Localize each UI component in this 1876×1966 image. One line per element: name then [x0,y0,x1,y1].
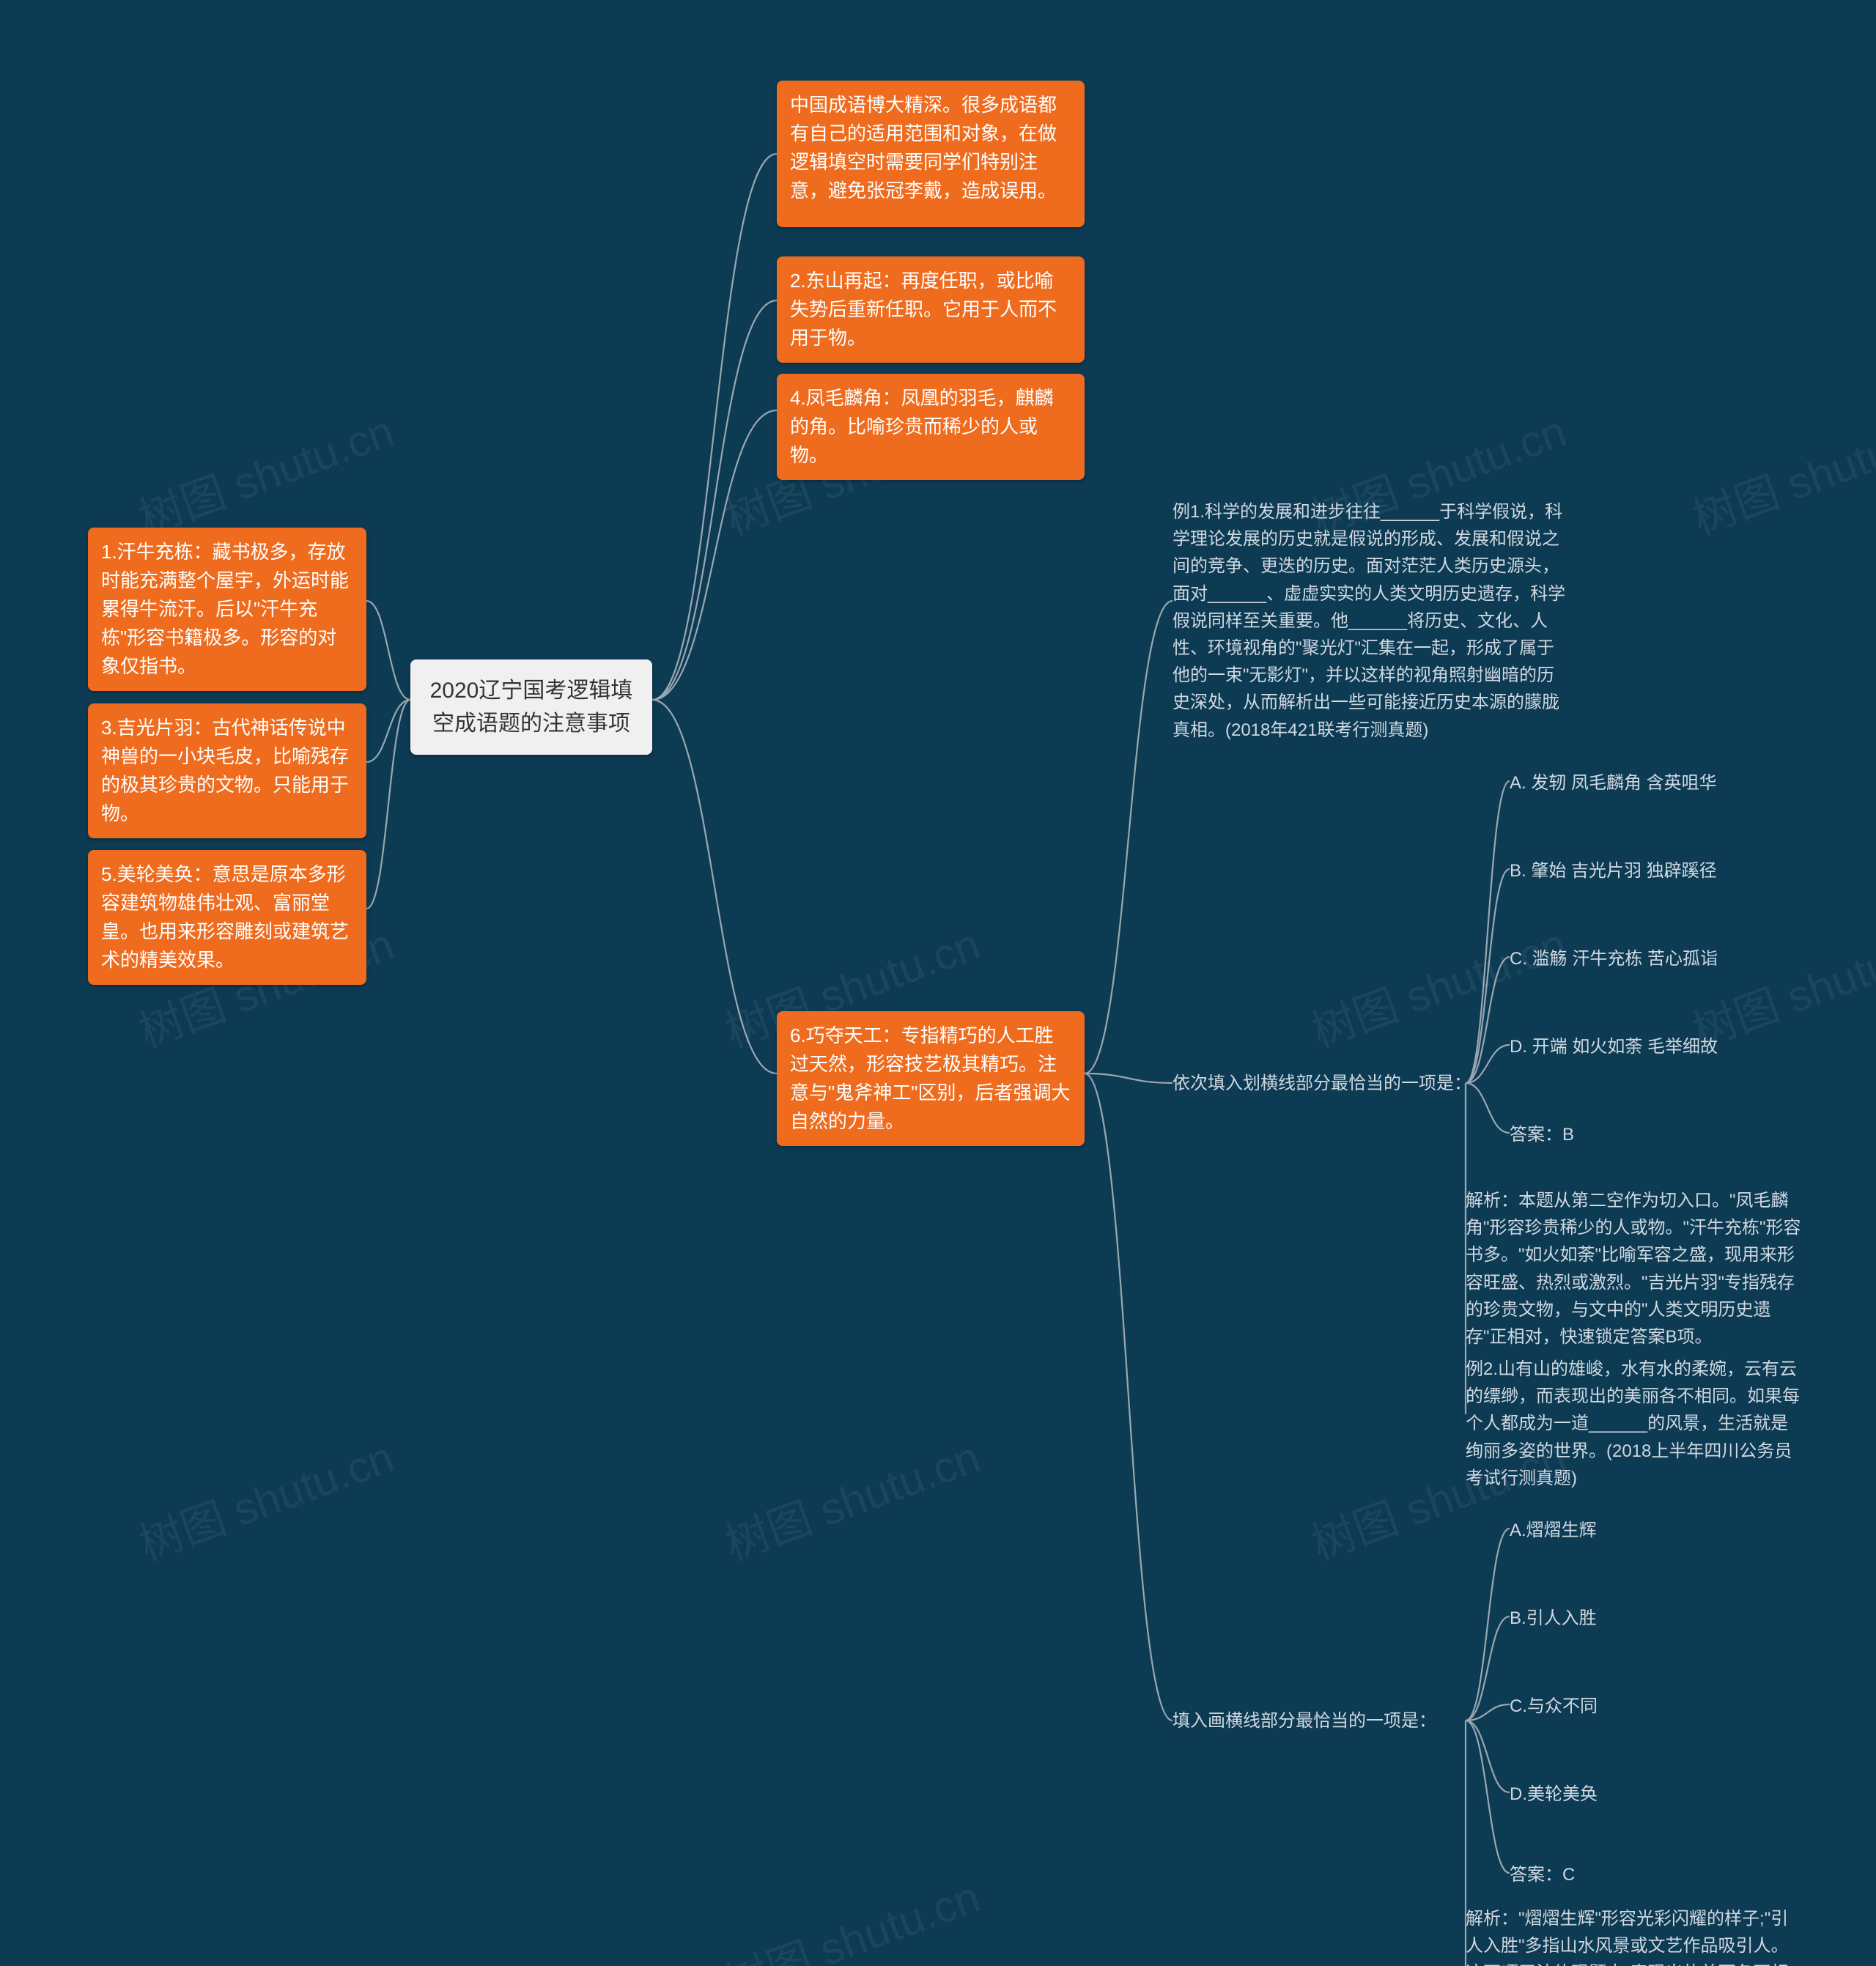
example1-intro: 例1.科学的发展和进步往往______于科学假说，科学理论发展的历史就是假说的形… [1172,498,1568,744]
example2-option-2: C.与众不同 [1510,1693,1729,1720]
example2-option-0: A.熠熠生辉 [1510,1517,1729,1544]
left-node-l3: 3.吉光片羽：古代神话传说中神兽的一小块毛皮，比喻残存的极其珍贵的文物。只能用于… [88,703,366,838]
right-node-r6: 6.巧夺天工：专指精巧的人工胜过天然，形容技艺极其精巧。注意与"鬼斧神工"区别，… [777,1011,1085,1146]
root-node: 2020辽宁国考逻辑填空成语题的注意事项 [410,659,652,755]
example2-option-3: D.美轮美奂 [1510,1781,1729,1808]
left-node-l1: 1.汗牛充栋：藏书极多，存放时能充满整个屋宇，外运时能累得牛流汗。后以"汗牛充栋… [88,528,366,691]
example1-option-3: D. 开端 如火如荼 毛举细故 [1510,1033,1788,1060]
example2-analysis: 解析："熠熠生辉"形容光彩闪耀的样子;"引人入胜"多指山水风景或文艺作品吸引人。… [1466,1905,1803,1966]
right-node-r2: 2.东山再起：再度任职，或比喻失势后重新任职。它用于人而不用于物。 [777,256,1085,363]
right-node-r_top: 中国成语博大精深。很多成语都有自己的适用范围和对象，在做逻辑填空时需要同学们特别… [777,81,1085,227]
example1-analysis: 解析：本题从第二空作为切入口。"凤毛麟角"形容珍贵稀少的人或物。"汗牛充栋"形容… [1466,1187,1803,1350]
mindmap-canvas: 树图 shutu.cn树图 shutu.cn树图 shutu.cn树图 shut… [0,0,1876,1966]
example1-option-2: C. 滥觞 汗牛充栋 苦心孤诣 [1510,945,1788,972]
example2-intro: 例2.山有山的雄峻，水有水的柔婉，云有云的缥缈，而表现出的美丽各不相同。如果每个… [1466,1356,1803,1492]
example1-option-1: B. 肇始 吉光片羽 独辟蹊径 [1510,857,1788,884]
example2-answer: 答案：C [1510,1861,1656,1888]
example2-option-1: B.引人入胜 [1510,1605,1729,1632]
example2-question: 填入画横线部分最恰当的一项是： [1172,1707,1480,1734]
example1-question: 依次填入划横线部分最恰当的一项是： [1172,1070,1480,1097]
right-node-r4: 4.凤毛麟角：凤凰的羽毛，麒麟的角。比喻珍贵而稀少的人或物。 [777,374,1085,480]
example1-option-0: A. 发轫 凤毛麟角 含英咀华 [1510,769,1788,797]
left-node-l5: 5.美轮美奂：意思是原本多形容建筑物雄伟壮观、富丽堂皇。也用来形容雕刻或建筑艺术… [88,850,366,985]
example1-answer: 答案：B [1510,1121,1656,1148]
